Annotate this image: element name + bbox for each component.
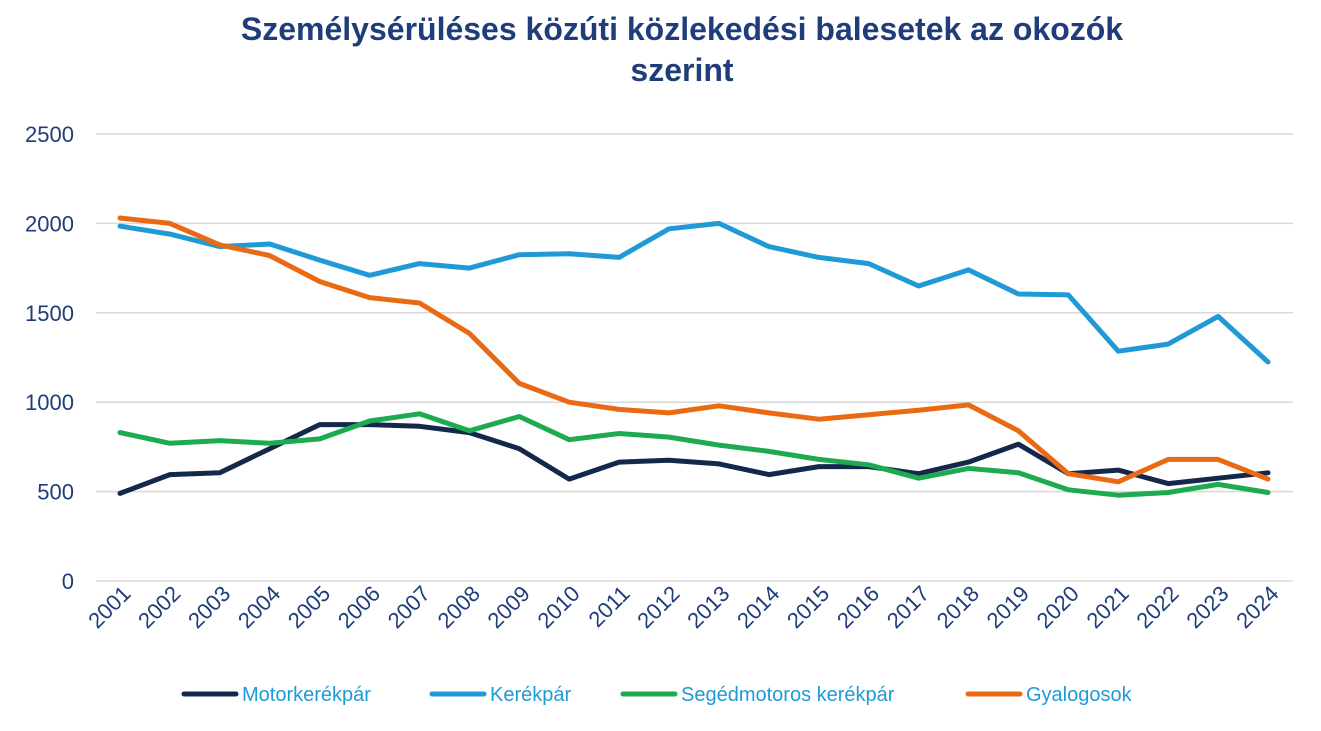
legend-label: Gyalogosok [1026, 684, 1133, 706]
x-tick-label: 2004 [233, 581, 285, 633]
series-line-2 [117, 220, 1271, 365]
series-line-1 [117, 422, 1271, 496]
legend: Motorkerékpár Kerékpár Segédmotoros kerékp… [181, 684, 1133, 706]
legend-label: Segédmotoros kerékpár [681, 684, 895, 706]
x-tick-label: 2002 [133, 581, 185, 633]
legend-label: Kerékpár [490, 684, 571, 706]
x-tick-label: 2006 [333, 581, 385, 633]
y-tick-label: 1000 [25, 390, 74, 415]
x-tick-label: 2018 [932, 581, 984, 633]
x-tick-label: 2011 [584, 581, 635, 632]
y-axis: 0 500 1000 1500 2000 2500 [25, 122, 74, 594]
x-tick-label: 2009 [483, 581, 535, 633]
gridlines [96, 133, 1293, 582]
legend-label: Motorkerékpár [242, 684, 371, 706]
chart-title: Személysérüléses közúti közlekedési bale… [241, 11, 1123, 88]
plot-area [117, 215, 1271, 498]
x-tick-label: 2003 [183, 581, 235, 633]
x-tick-label: 2016 [832, 581, 884, 633]
y-tick-label: 2500 [25, 122, 74, 147]
x-tick-label: 2017 [882, 581, 934, 633]
chart-title-line-1: Személysérüléses közúti közlekedési bale… [241, 11, 1123, 47]
x-tick-label: 2012 [632, 581, 684, 633]
x-tick-label: 2008 [433, 581, 485, 633]
x-tick-label: 2005 [283, 581, 335, 633]
y-tick-label: 2000 [25, 211, 74, 236]
x-tick-label: 2010 [532, 581, 584, 633]
series-line-4 [117, 215, 1271, 485]
chart-title-line-2: szerint [630, 52, 733, 88]
y-tick-label: 1500 [25, 301, 74, 326]
x-tick-label: 2007 [383, 581, 435, 633]
x-tick-label: 2023 [1181, 581, 1233, 633]
x-tick-label: 2001 [83, 581, 135, 633]
x-tick-label: 2019 [982, 581, 1034, 633]
x-tick-label: 2015 [782, 581, 834, 633]
x-tick-label: 2020 [1032, 581, 1084, 633]
series-line-3 [117, 411, 1271, 498]
x-axis: 2001200220032004200520062007200820092010… [83, 581, 1283, 633]
x-tick-label: 2022 [1131, 581, 1183, 633]
y-tick-label: 0 [62, 569, 74, 594]
x-tick-label: 2014 [732, 581, 784, 633]
y-tick-label: 500 [37, 480, 74, 505]
x-tick-label: 2024 [1231, 581, 1283, 633]
x-tick-label: 2021 [1082, 581, 1134, 633]
x-tick-label: 2013 [682, 581, 734, 633]
